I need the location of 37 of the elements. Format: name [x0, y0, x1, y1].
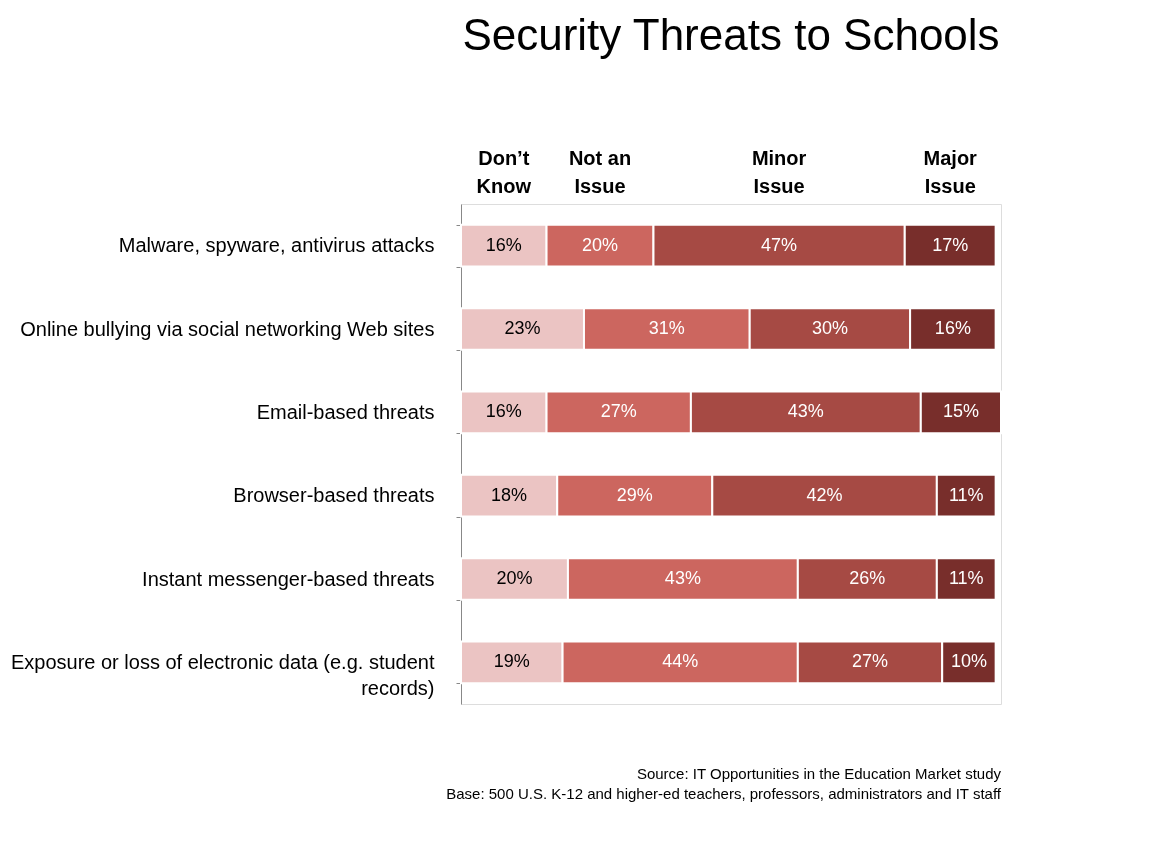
data-label: 27%	[600, 401, 637, 422]
data-label: 42%	[806, 484, 843, 505]
data-label: 19%	[493, 651, 530, 672]
data-label: 43%	[664, 568, 701, 588]
data-label: 17%	[932, 234, 969, 255]
data-label: 11%	[948, 484, 984, 505]
y-tick-label: Exposure or loss of electronic data (e.g. student records)	[10, 650, 435, 699]
data-label: 23%	[504, 318, 541, 338]
data-label: 31%	[648, 318, 685, 338]
data-label: 20%	[496, 568, 533, 588]
y-tick-label: Malware, spyware, antivirus attacks	[118, 234, 435, 257]
y-tick-label: Online bullying via social networking Web sites	[20, 317, 435, 340]
series-label: Don’t Know	[476, 147, 532, 197]
y-tick-label: Browser-based threats	[233, 484, 435, 507]
data-label: 16%	[485, 234, 522, 255]
series-label: Not an Issue	[568, 147, 632, 197]
data-label: 10%	[950, 651, 987, 672]
data-label: 29%	[616, 484, 653, 505]
source-note: Source: IT Opportunities in the Education Market study	[636, 765, 1002, 782]
series-label: Major Issue	[923, 147, 978, 197]
y-tick-label: Instant messenger-based threats	[142, 567, 435, 590]
data-label: 11%	[948, 568, 984, 588]
data-label: 47%	[761, 234, 798, 255]
chart-title: Security Threats to Schools	[462, 10, 1000, 59]
series-label: Minor Issue	[751, 147, 807, 197]
data-label: 18%	[491, 484, 528, 505]
data-label: 30%	[811, 318, 848, 338]
data-label: 27%	[851, 651, 889, 672]
data-label: 26%	[849, 568, 886, 588]
text: Base: 500 U.S. K-12 and higher-ed teachers, professors, administrators and IT staff	[446, 785, 1002, 802]
data-label: 20%	[581, 234, 619, 255]
data-label: 43%	[787, 401, 824, 422]
data-label: 44%	[662, 651, 699, 672]
y-tick-label: Email-based threats	[256, 400, 435, 423]
data-label: 16%	[934, 318, 971, 338]
data-label: 15%	[942, 401, 979, 422]
data-label: 16%	[485, 401, 522, 422]
